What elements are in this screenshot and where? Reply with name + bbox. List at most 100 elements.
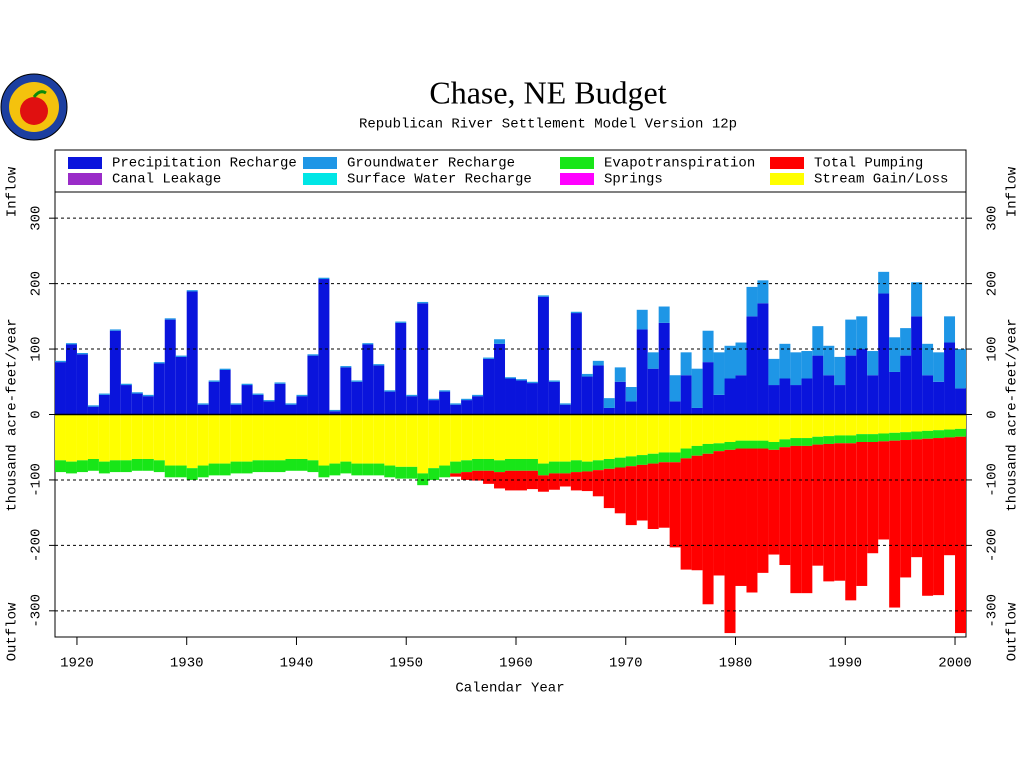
bar-segment: [131, 392, 143, 394]
x-tick-label: 1930: [170, 656, 204, 672]
bar-segment: [219, 463, 231, 476]
bar-segment: [570, 472, 582, 491]
bar-segment: [911, 439, 923, 558]
bar-segment: [109, 329, 121, 331]
bar-segment: [252, 414, 264, 461]
bar-segment: [713, 414, 725, 444]
bar-segment: [625, 387, 637, 402]
bar-segment: [285, 414, 297, 459]
bar-segment: [823, 443, 835, 582]
bar-segment: [944, 316, 956, 343]
bar-segment: [406, 414, 418, 467]
bar-segment: [768, 414, 780, 442]
bar-segment: [724, 414, 736, 442]
bar-segment: [362, 463, 374, 476]
bar-segment: [823, 436, 835, 444]
bar-segment: [131, 393, 143, 415]
bar-segment: [252, 460, 264, 473]
x-axis-label: Calendar Year: [455, 681, 564, 697]
bar-segment: [922, 343, 934, 376]
bar-segment: [87, 406, 99, 415]
bar-segment: [691, 368, 703, 408]
legend-swatch: [303, 173, 337, 185]
y2-tick-label: 100: [985, 336, 1001, 361]
bar-segment: [757, 303, 769, 415]
bar-segment: [351, 414, 363, 464]
y2-axis-label-bottom: Outflow: [1005, 602, 1021, 661]
y-tick-label: 0: [29, 410, 45, 418]
bar-segment: [900, 414, 912, 433]
bar-segment: [505, 459, 516, 471]
bar-segment: [142, 396, 154, 415]
bar-segment: [625, 401, 637, 415]
bar-segment: [263, 414, 275, 461]
bar-segment: [186, 468, 198, 480]
legend-label: Groundwater Recharge: [347, 156, 515, 172]
chart-title: Chase, NE Budget: [429, 74, 666, 110]
bar-segment: [494, 343, 506, 415]
bar-segment: [790, 445, 802, 594]
bar-segment: [450, 414, 462, 462]
bar-segment: [911, 431, 923, 440]
bar-segment: [614, 367, 626, 382]
bar-segment: [680, 414, 692, 449]
bar-segment: [647, 414, 659, 454]
bar-segment: [318, 279, 330, 415]
bar-segment: [494, 414, 506, 461]
bar-segment: [680, 375, 692, 415]
bar-segment: [428, 398, 440, 401]
bar-segment: [724, 345, 736, 379]
bar-segment: [373, 463, 385, 476]
bar-segment: [823, 375, 835, 415]
bar-segment: [592, 460, 604, 471]
bar-segment: [779, 343, 791, 379]
y-axis-label-bottom: Outflow: [5, 602, 21, 661]
bar-segment: [87, 414, 99, 459]
bar-segment: [219, 370, 231, 415]
bar-segment: [384, 414, 396, 466]
bar-segment: [878, 293, 890, 415]
bar-segment: [153, 414, 165, 461]
bar-segment: [889, 414, 901, 433]
bar-segment: [636, 464, 648, 521]
bar-segment: [461, 398, 473, 401]
bar-segment: [790, 414, 802, 439]
bar-segment: [801, 445, 813, 594]
bar-segment: [340, 366, 352, 368]
bar-segment: [889, 337, 901, 372]
bar-segment: [537, 414, 549, 464]
bar-segment: [603, 414, 615, 459]
bar-segment: [406, 394, 418, 397]
bar-segment: [625, 466, 637, 526]
bar-segment: [505, 470, 516, 491]
bar-segment: [109, 414, 121, 461]
bar-segment: [329, 463, 341, 476]
bar-segment: [76, 460, 88, 473]
bar-segment: [867, 434, 879, 442]
y2-tick-label: 0: [985, 410, 1001, 418]
bar-segment: [395, 466, 407, 479]
bar-segment: [175, 355, 187, 357]
bar-segment: [395, 321, 407, 323]
bar-segment: [87, 459, 99, 471]
x-tick-label: 1990: [828, 656, 862, 672]
bar-segment: [735, 342, 747, 376]
legend-label: Total Pumping: [814, 156, 923, 172]
bar-segment: [658, 306, 670, 323]
bar-segment: [933, 430, 945, 439]
bar-segment: [395, 414, 407, 467]
bar-segment: [351, 381, 363, 415]
y-tick-label: 300: [29, 206, 45, 231]
bar-segment: [834, 443, 846, 581]
bar-segment: [340, 461, 352, 474]
bar-segment: [944, 429, 956, 438]
bar-segment: [548, 461, 560, 474]
bar-segment: [252, 393, 264, 395]
bar-segment: [505, 414, 516, 459]
bar-segment: [856, 441, 868, 586]
bar-segment: [428, 414, 440, 469]
bar-segment: [944, 342, 956, 415]
bar-segment: [296, 396, 308, 415]
bar-segment: [65, 343, 77, 345]
bar-segment: [713, 443, 725, 452]
